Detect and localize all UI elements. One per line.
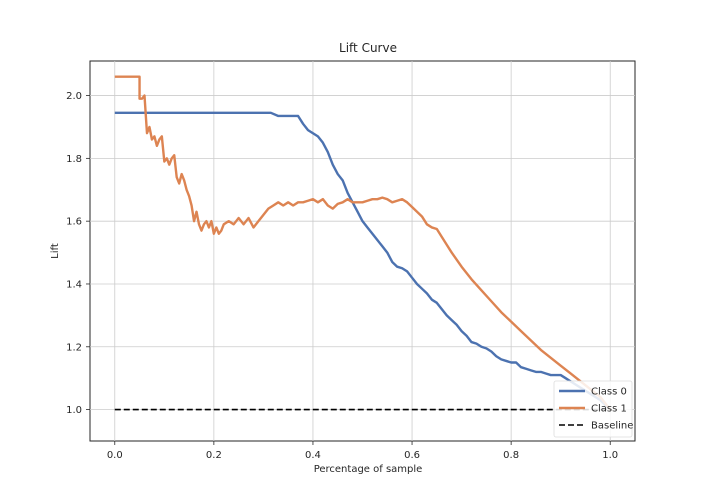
y-tick-label: 1.2 [66, 342, 82, 353]
x-tick-label: 0.8 [503, 450, 519, 461]
y-tick-label: 1.8 [66, 154, 82, 165]
y-tick-label: 1.0 [66, 405, 82, 416]
legend-box [553, 380, 633, 438]
plot-area: 0.0 0.2 0.4 0.6 0.8 1.0 1.0 1.2 1.4 1.6 1.8 2.0 [66, 60, 636, 461]
x-tick-label: 1.0 [602, 450, 618, 461]
series-layer [114, 75, 612, 411]
y-tick-label: 1.6 [66, 217, 82, 228]
x-tick-label: 0.2 [206, 450, 222, 461]
legend-label-class-0: Class 0 [591, 387, 627, 398]
y-tick-label: 1.4 [66, 279, 82, 290]
legend: Class 0 Class 1 Baseline [553, 380, 633, 438]
plot-frame [89, 60, 636, 442]
x-tick-label: 0.4 [305, 450, 321, 461]
series-line-class-1 [114, 75, 612, 411]
series-line-class-0 [114, 111, 612, 411]
y-axis-label: Lift [50, 243, 61, 259]
y-tick-label: 2.0 [66, 91, 82, 102]
legend-label-class-1: Class 1 [591, 404, 627, 415]
tick-layer: 0.0 0.2 0.4 0.6 0.8 1.0 1.0 1.2 1.4 1.6 1.8 2.0 [66, 91, 618, 461]
chart-title: Lift Curve [339, 41, 397, 55]
legend-label-baseline: Baseline [591, 421, 633, 432]
x-tick-label: 0.0 [107, 450, 123, 461]
x-axis-label: Percentage of sample [314, 464, 423, 475]
x-tick-label: 0.6 [404, 450, 420, 461]
